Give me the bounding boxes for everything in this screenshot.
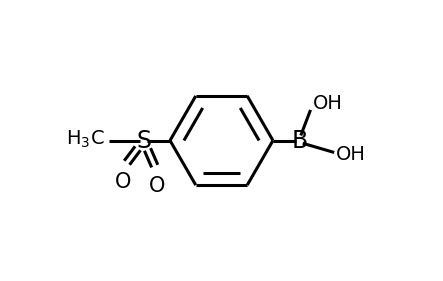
Text: S: S bbox=[136, 128, 151, 153]
Text: O: O bbox=[149, 176, 166, 196]
Text: OH: OH bbox=[336, 145, 366, 164]
Text: H$_3$C: H$_3$C bbox=[66, 128, 105, 150]
Text: B: B bbox=[291, 128, 307, 153]
Text: OH: OH bbox=[312, 94, 342, 113]
Text: O: O bbox=[115, 172, 131, 192]
